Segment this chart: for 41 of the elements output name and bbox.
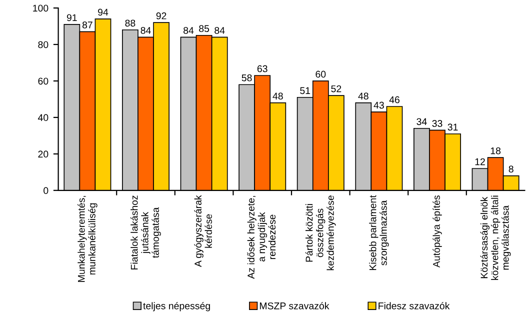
data-label: 94 [98, 8, 108, 16]
data-label: 8 [508, 166, 514, 172]
data-label: 18 [490, 147, 501, 154]
x-tick-label: A gyógyszerárak kérdése [194, 195, 212, 267]
data-label: 46 [389, 96, 400, 104]
x-tick-label: Köztársasági elnök közvetlen, nép általi megválasztása [480, 196, 511, 280]
data-label: 48 [272, 92, 283, 100]
data-label: 84 [140, 26, 151, 34]
y-tick-label: 40 [38, 114, 48, 122]
x-tick-label: Kisebb parlament szorgalmazása [369, 195, 389, 270]
data-label: 88 [125, 20, 136, 27]
data-label: 33 [432, 120, 442, 127]
legend-label: Fidesz szavazók [378, 302, 450, 310]
data-label: 91 [66, 14, 77, 22]
data-label: 63 [257, 65, 268, 72]
x-tick-label: Autópálya építés [432, 195, 442, 268]
x-tick-label: Pártok közötti összefogás kezdeményezése [305, 196, 336, 270]
data-label: 58 [242, 74, 252, 82]
x-tick-label: Fiatalok lakáshoz jutásának támogatása [130, 196, 161, 270]
data-label: 48 [358, 92, 368, 100]
data-label: 85 [199, 25, 210, 32]
data-label: 87 [82, 22, 92, 28]
legend-label: MSZP szavazók [260, 302, 330, 310]
data-label: 12 [475, 158, 485, 166]
data-label: 92 [156, 12, 166, 20]
data-label: 51 [300, 87, 310, 94]
data-label: 60 [316, 70, 326, 78]
y-tick-label: 20 [38, 150, 48, 158]
legend-label: teljes népesség [143, 302, 210, 312]
x-tick-label: Munkahelyteremtés, munkanélküliség [78, 196, 98, 282]
data-label: 31 [448, 124, 458, 131]
data-label: 34 [416, 118, 427, 126]
y-tick-label: 80 [38, 41, 48, 48]
y-tick-label: 0 [44, 187, 48, 194]
data-label: 84 [184, 26, 194, 34]
x-tick-label: Az idősek helyzete, a nyugdíjak rendezése [247, 196, 276, 279]
data-label: 52 [331, 85, 342, 92]
data-label: 84 [214, 26, 225, 34]
y-tick-label: 60 [38, 78, 48, 85]
data-label: 43 [374, 102, 384, 109]
y-tick-label: 100 [33, 4, 48, 12]
